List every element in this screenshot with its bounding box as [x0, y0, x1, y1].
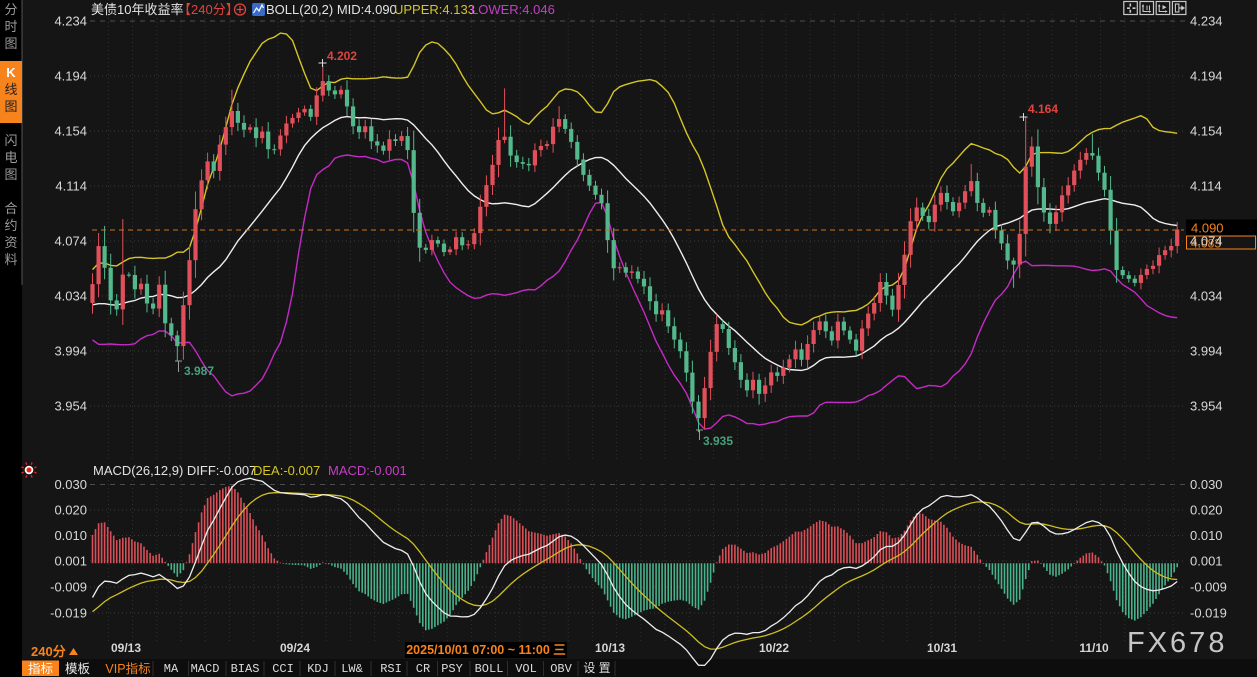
svg-text:0.001: 0.001	[1190, 554, 1223, 569]
svg-text:2025/10/01 07:00 ~ 11:00 三: 2025/10/01 07:00 ~ 11:00 三	[406, 643, 566, 657]
svg-text:图: 图	[4, 99, 17, 114]
svg-text:09/24: 09/24	[280, 641, 310, 655]
svg-text:4.202: 4.202	[327, 49, 357, 63]
svg-text:-0.009: -0.009	[50, 580, 87, 595]
svg-text:模板: 模板	[65, 662, 91, 676]
svg-text:4.083: 4.083	[1191, 237, 1221, 251]
svg-text:0.030: 0.030	[54, 477, 87, 492]
svg-text:图: 图	[4, 167, 17, 182]
svg-text:0.020: 0.020	[54, 503, 87, 518]
svg-text:图: 图	[4, 36, 17, 51]
svg-text:4.074: 4.074	[1190, 234, 1223, 249]
svg-text:LW&: LW&	[341, 662, 363, 676]
svg-text:3.987: 3.987	[184, 364, 214, 378]
svg-text:4.234: 4.234	[1190, 14, 1223, 29]
svg-text:4.034: 4.034	[1190, 289, 1223, 304]
svg-text:PSY: PSY	[441, 662, 463, 676]
svg-text:MA: MA	[164, 662, 179, 676]
svg-text:线: 线	[4, 82, 17, 97]
svg-text:设 置: 设 置	[583, 661, 610, 675]
svg-text:3.994: 3.994	[54, 344, 87, 359]
svg-text:09/13: 09/13	[111, 641, 141, 655]
svg-text:【240分】: 【240分】	[178, 2, 239, 17]
svg-text:0.010: 0.010	[1190, 528, 1223, 543]
svg-text:美债10年收益率: 美债10年收益率	[91, 2, 183, 17]
svg-text:10/22: 10/22	[759, 641, 789, 655]
svg-text:FX678: FX678	[1127, 627, 1227, 659]
svg-text:-0.019: -0.019	[1190, 606, 1227, 621]
svg-text:3.954: 3.954	[1190, 399, 1223, 414]
svg-text:0.020: 0.020	[1190, 503, 1223, 518]
svg-text:-0.019: -0.019	[50, 606, 87, 621]
svg-text:4.164: 4.164	[1028, 102, 1058, 116]
svg-text:10/13: 10/13	[595, 641, 625, 655]
svg-text:RSI: RSI	[380, 662, 402, 676]
svg-text:4.114: 4.114	[55, 179, 87, 194]
svg-text:4.034: 4.034	[54, 289, 87, 304]
svg-text:MACD:-0.001: MACD:-0.001	[328, 463, 407, 478]
svg-text:K: K	[6, 65, 16, 80]
svg-text:0.001: 0.001	[54, 554, 87, 569]
svg-text:OBV: OBV	[550, 662, 572, 676]
svg-text:UPPER:4.133: UPPER:4.133	[394, 2, 475, 17]
svg-text:约: 约	[4, 218, 17, 233]
svg-text:0.030: 0.030	[1190, 477, 1223, 492]
svg-text:4.114: 4.114	[1190, 179, 1222, 194]
svg-text:时: 时	[4, 19, 17, 34]
svg-text:BIAS: BIAS	[231, 662, 260, 676]
svg-text:10/31: 10/31	[927, 641, 957, 655]
svg-text:CCI: CCI	[272, 662, 294, 676]
svg-text:合: 合	[4, 201, 17, 216]
svg-text:240分: 240分	[31, 644, 66, 659]
svg-text:4.154: 4.154	[54, 124, 87, 139]
svg-text:LOWER:4.046: LOWER:4.046	[471, 2, 555, 17]
svg-text:4.090: 4.090	[1191, 221, 1224, 236]
svg-text:MACD: MACD	[191, 662, 220, 676]
svg-text:0.010: 0.010	[54, 528, 87, 543]
svg-text:3.994: 3.994	[1190, 344, 1223, 359]
svg-text:CR: CR	[416, 662, 430, 676]
svg-text:指标: 指标	[28, 661, 53, 676]
svg-text:3.935: 3.935	[703, 434, 733, 448]
svg-text:4.074: 4.074	[54, 234, 87, 249]
svg-text:BOLL: BOLL	[475, 662, 504, 676]
svg-text:4.194: 4.194	[1190, 69, 1223, 84]
svg-text:4.194: 4.194	[54, 69, 87, 84]
svg-text:-0.009: -0.009	[1190, 580, 1227, 595]
svg-text:料: 料	[4, 252, 17, 267]
svg-text:MACD(26,12,9) DIFF:-0.007: MACD(26,12,9) DIFF:-0.007	[93, 463, 256, 478]
svg-text:DEA:-0.007: DEA:-0.007	[253, 463, 320, 478]
svg-text:电: 电	[4, 150, 17, 165]
svg-text:4.154: 4.154	[1190, 124, 1223, 139]
svg-text:VOL: VOL	[515, 662, 537, 676]
svg-text:3.954: 3.954	[54, 399, 87, 414]
svg-text:KDJ: KDJ	[307, 662, 329, 676]
svg-text:4.234: 4.234	[54, 14, 87, 29]
svg-text:VIP指标: VIP指标	[105, 661, 150, 676]
svg-text:资: 资	[4, 235, 17, 250]
svg-text:BOLL(20,2) MID:4.090: BOLL(20,2) MID:4.090	[266, 2, 397, 17]
svg-text:11/10: 11/10	[1079, 641, 1109, 655]
svg-text:分: 分	[4, 2, 17, 17]
svg-text:闪: 闪	[4, 133, 17, 148]
